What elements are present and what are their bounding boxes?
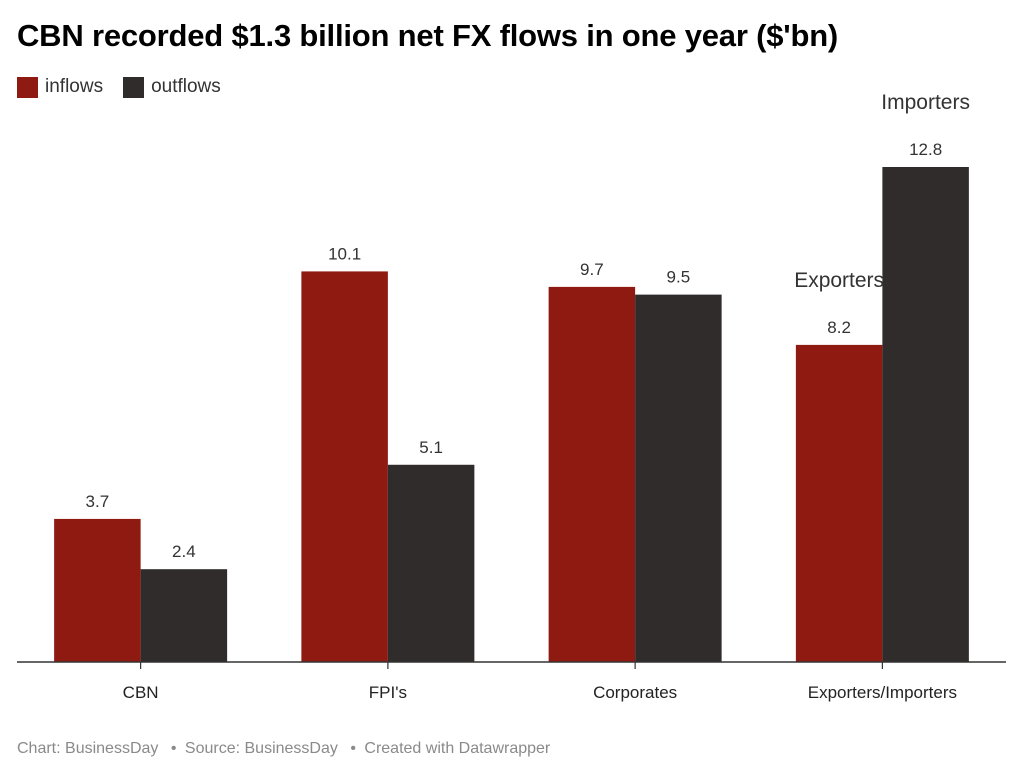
data-label-outflows: 9.5	[667, 268, 691, 287]
annotation-exporters: Exporters	[794, 269, 884, 292]
bar-outflows	[882, 167, 969, 662]
legend-swatch-outflows	[123, 76, 145, 98]
annotation-importers: Importers	[881, 91, 970, 114]
bar-inflows	[548, 286, 636, 662]
chart-title: CBN recorded $1.3 billion net FX flows i…	[17, 18, 839, 53]
footer-separator: •	[170, 740, 177, 757]
x-tick-label: FPI's	[369, 683, 407, 702]
footer-source: Source: BusinessDay	[184, 740, 338, 757]
bar-outflows	[635, 294, 722, 662]
footer-chart-credit: Chart: BusinessDay	[17, 740, 159, 757]
legend-item-inflows: inflows	[17, 76, 103, 98]
footer: Chart: BusinessDay • Source: BusinessDay…	[17, 740, 550, 758]
bar-inflows	[54, 518, 141, 662]
legend: inflows outflows	[17, 76, 241, 98]
data-label-outflows: 5.1	[419, 438, 443, 457]
footer-created-with: Created with Datawrapper	[364, 740, 551, 757]
data-label-inflows: 10.1	[328, 244, 361, 263]
legend-swatch-inflows	[17, 76, 38, 98]
data-label-inflows: 9.7	[580, 260, 604, 279]
footer-separator: •	[350, 740, 356, 757]
data-label-outflows: 12.8	[909, 140, 942, 159]
data-label-inflows: 8.2	[827, 318, 851, 337]
bar-chart: 3.7 2.4 CBN 10.1 5.1 FPI's 9.7 9.5 Corporates 8.2…	[17, 91, 1006, 702]
data-label-outflows: 2.4	[172, 542, 196, 561]
bar-inflows	[795, 344, 883, 662]
legend-label-outflows: outflows	[151, 76, 221, 97]
legend-item-outflows: outflows	[123, 76, 221, 98]
data-label-inflows: 3.7	[86, 492, 110, 511]
bar-outflows	[140, 569, 228, 662]
x-tick-label: Exporters/Importers	[808, 683, 957, 702]
x-tick-label: Corporates	[593, 683, 677, 702]
bar-outflows	[387, 464, 475, 662]
x-tick-label: CBN	[123, 683, 159, 702]
legend-label-inflows: inflows	[45, 76, 104, 97]
bar-inflows	[301, 271, 388, 662]
